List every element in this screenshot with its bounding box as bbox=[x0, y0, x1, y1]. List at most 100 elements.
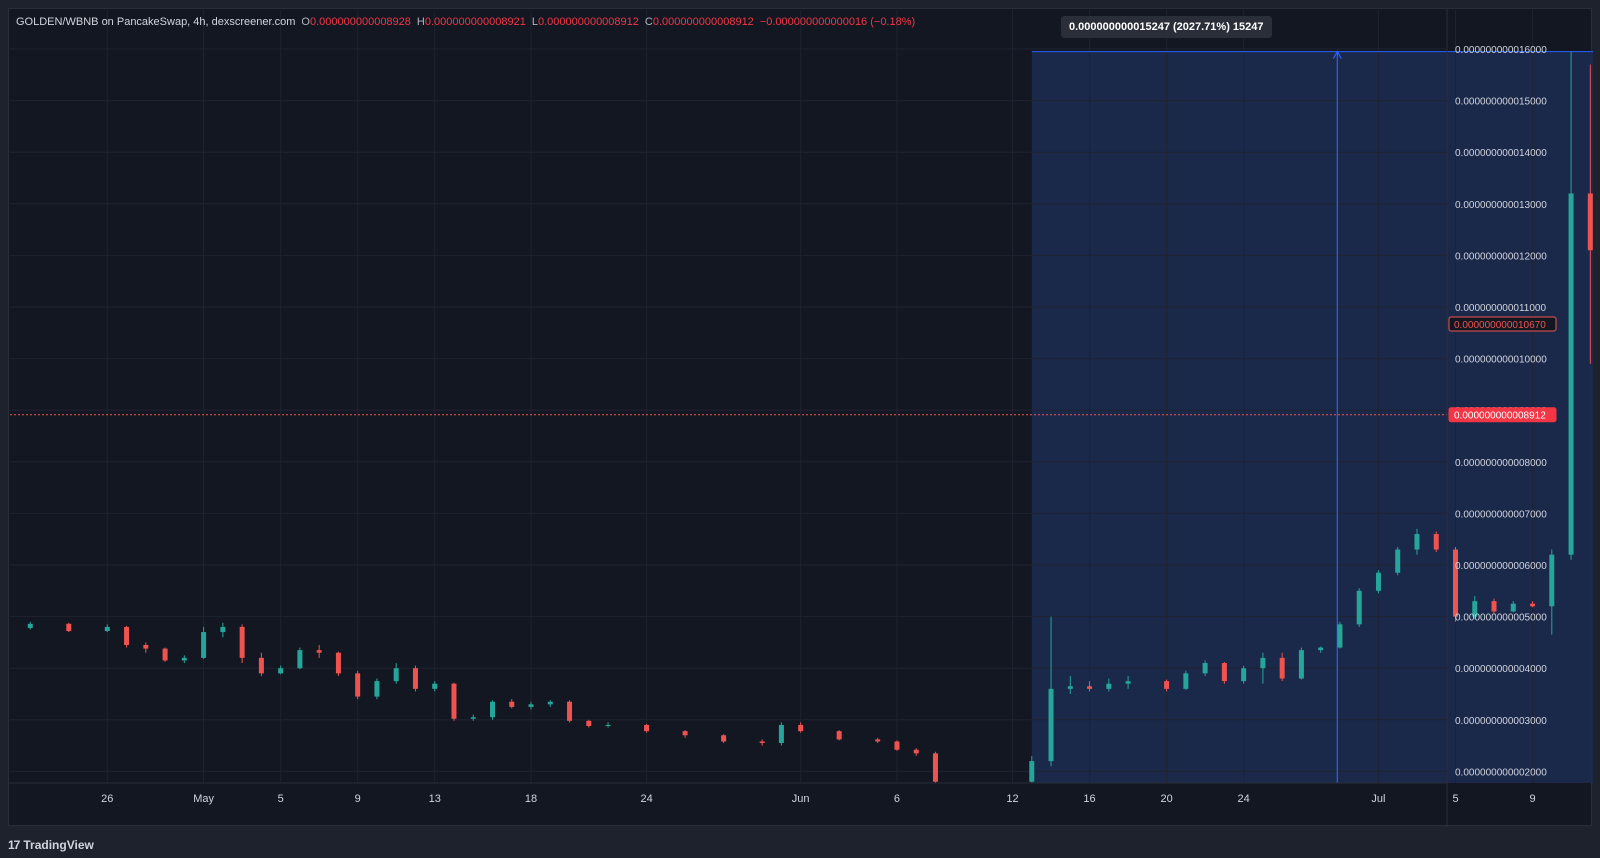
candle-body[interactable] bbox=[1183, 673, 1189, 689]
candle-body[interactable] bbox=[1530, 603, 1536, 607]
price-axis-tick-label: 0.000000000008000 bbox=[1455, 458, 1547, 469]
candle-body[interactable] bbox=[239, 626, 245, 658]
candle-body[interactable] bbox=[1395, 549, 1401, 573]
candle-body[interactable] bbox=[393, 668, 399, 682]
candle-body[interactable] bbox=[1087, 686, 1093, 689]
candle-body[interactable] bbox=[143, 644, 149, 649]
candle-body[interactable] bbox=[1241, 668, 1247, 682]
change-value: −0.000000000000016 (−0.18%) bbox=[759, 16, 916, 28]
candle-body[interactable] bbox=[258, 657, 264, 674]
close-value: 0.000000000008912 bbox=[652, 16, 754, 28]
candle-body[interactable] bbox=[1510, 603, 1516, 612]
candle-body[interactable] bbox=[1029, 761, 1035, 782]
candle-body[interactable] bbox=[1298, 650, 1304, 679]
candle-body[interactable] bbox=[1414, 534, 1420, 550]
close-key: C bbox=[644, 16, 653, 28]
candle-body[interactable] bbox=[1453, 549, 1458, 617]
candle-body[interactable] bbox=[27, 623, 33, 628]
time-axis-tick-label: Jun bbox=[792, 793, 810, 805]
candle-body[interactable] bbox=[1375, 572, 1381, 591]
last-price-label-box[interactable] bbox=[1448, 316, 1557, 332]
candle-body[interactable] bbox=[490, 701, 495, 718]
candle-body[interactable] bbox=[104, 626, 110, 632]
candle-body[interactable] bbox=[1549, 554, 1555, 607]
time-axis-tick-label: 18 bbox=[525, 793, 537, 805]
candle-body[interactable] bbox=[1202, 663, 1208, 674]
candle-body[interactable] bbox=[759, 741, 765, 744]
price-axis-tick-label: 0.000000000003000 bbox=[1455, 716, 1547, 727]
price-axis-tick-label: 0.000000000014000 bbox=[1455, 148, 1547, 159]
candle-body[interactable] bbox=[1587, 193, 1593, 251]
candle-body[interactable] bbox=[836, 731, 842, 740]
candle-body[interactable] bbox=[1568, 193, 1574, 555]
last-price-label: 0.000000000010670 bbox=[1454, 320, 1546, 331]
candle-body[interactable] bbox=[547, 701, 553, 705]
candle-body[interactable] bbox=[374, 681, 380, 697]
open-value: 0.000000000008928 bbox=[309, 16, 411, 28]
candle-body[interactable] bbox=[66, 623, 72, 632]
price-axis-tick-label: 0.000000000011000 bbox=[1455, 303, 1546, 314]
candle-body[interactable] bbox=[297, 650, 303, 669]
candle-body[interactable] bbox=[1067, 686, 1073, 689]
candle-body[interactable] bbox=[412, 668, 418, 689]
candle-body[interactable] bbox=[1356, 590, 1362, 625]
candle-body[interactable] bbox=[201, 632, 207, 658]
candle-body[interactable] bbox=[316, 650, 322, 653]
time-axis-tick-label: 24 bbox=[1238, 793, 1250, 805]
candle-body[interactable] bbox=[220, 626, 226, 633]
crosshair-price-label-box[interactable] bbox=[1448, 407, 1557, 423]
high-key: H bbox=[416, 16, 425, 28]
time-axis-tick-label: 5 bbox=[1452, 793, 1458, 805]
candle-body[interactable] bbox=[1318, 647, 1324, 651]
candle-body[interactable] bbox=[1125, 681, 1131, 684]
candle-body[interactable] bbox=[509, 701, 515, 707]
price-axis-tick-label: 0.000000000006000 bbox=[1455, 561, 1547, 572]
time-axis-tick-label: 13 bbox=[429, 793, 441, 805]
chart-frame[interactable]: 0.000000000016000 0.000000000015000 0.0000… bbox=[8, 8, 1593, 827]
candle-body[interactable] bbox=[1279, 657, 1285, 679]
candle-body[interactable] bbox=[1106, 683, 1112, 689]
candle-body[interactable] bbox=[470, 717, 476, 719]
candle-body[interactable] bbox=[721, 735, 727, 742]
tradingview-logo[interactable]: 17 TradingView bbox=[8, 836, 94, 854]
candle-body[interactable] bbox=[798, 724, 804, 732]
candle-body[interactable] bbox=[1337, 624, 1343, 648]
tradingview-name: TradingView bbox=[23, 838, 94, 852]
time-axis-tick-label: 20 bbox=[1160, 793, 1172, 805]
candle-body[interactable] bbox=[682, 731, 688, 736]
candle-body[interactable] bbox=[124, 626, 130, 645]
time-axis-tick-label: 9 bbox=[1529, 793, 1535, 805]
candle-body[interactable] bbox=[278, 668, 284, 674]
candle-body[interactable] bbox=[913, 749, 919, 754]
candle-body[interactable] bbox=[644, 724, 650, 732]
candle-body[interactable] bbox=[335, 652, 341, 674]
candle-body[interactable] bbox=[586, 720, 592, 726]
time-axis-tick-label: Jul bbox=[1371, 793, 1385, 805]
candle-body[interactable] bbox=[451, 683, 457, 719]
candle-body[interactable] bbox=[432, 683, 438, 689]
candle-body[interactable] bbox=[932, 753, 938, 782]
price-axis-tick-label: 0.000000000007000 bbox=[1455, 509, 1547, 520]
candle-body[interactable] bbox=[567, 701, 573, 721]
time-axis-tick-label: 26 bbox=[101, 793, 113, 805]
candle-body[interactable] bbox=[1048, 688, 1054, 762]
candle-body[interactable] bbox=[355, 673, 361, 697]
chart-canvas[interactable]: 0.000000000016000 0.000000000015000 0.0000… bbox=[9, 9, 1593, 827]
price-axis-tick-label: 0.000000000004000 bbox=[1455, 664, 1547, 675]
candle-body[interactable] bbox=[1491, 601, 1497, 612]
candle-body[interactable] bbox=[162, 648, 168, 661]
candle-body[interactable] bbox=[1433, 534, 1439, 550]
candle-body[interactable] bbox=[605, 724, 611, 726]
candle-body[interactable] bbox=[894, 741, 900, 750]
candle-body[interactable] bbox=[528, 704, 534, 707]
price-axis-tick-label: 0.000000000016000 bbox=[1455, 45, 1547, 56]
candle-body[interactable] bbox=[1164, 681, 1170, 689]
candle-body[interactable] bbox=[875, 739, 881, 742]
candle-body[interactable] bbox=[1472, 601, 1478, 617]
candle-body[interactable] bbox=[778, 724, 784, 744]
symbol-title[interactable]: GOLDEN/WBNB on PancakeSwap, 4h, dexscree… bbox=[16, 16, 296, 28]
candle-body[interactable] bbox=[1221, 663, 1227, 682]
candle-body[interactable] bbox=[181, 657, 187, 661]
candle-body[interactable] bbox=[1260, 657, 1266, 669]
price-axis-tick-label: 0.000000000015000 bbox=[1455, 97, 1547, 108]
